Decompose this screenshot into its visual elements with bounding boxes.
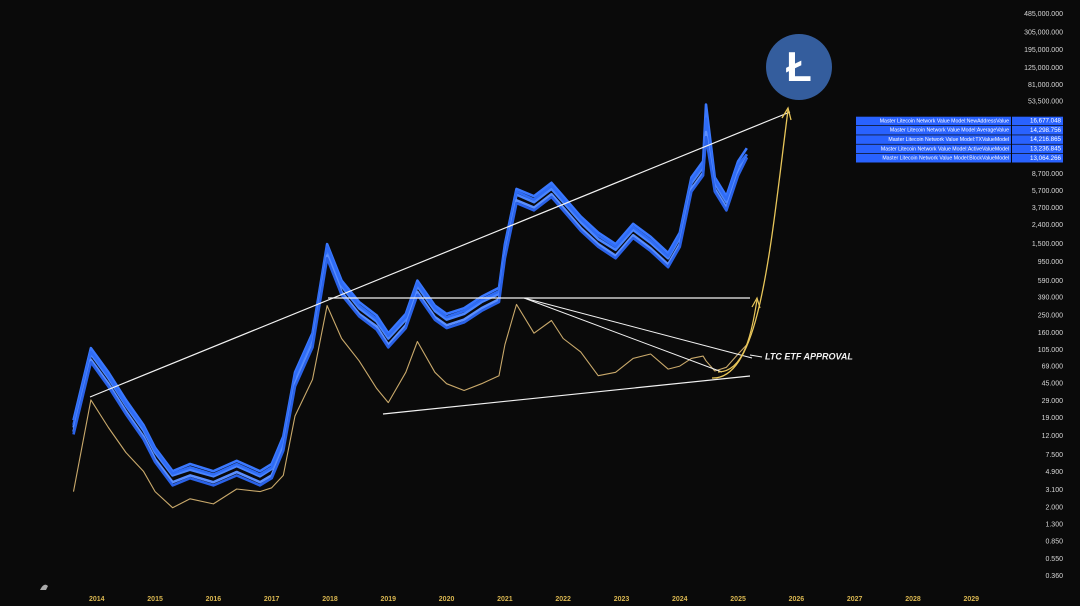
pointer — [749, 354, 763, 358]
legend-box — [856, 153, 1011, 163]
y-tick-label: 105.000 — [1038, 347, 1063, 354]
legend-value: 16,677.048 — [1030, 118, 1062, 125]
legend-box — [856, 144, 1011, 154]
logo: Ł — [786, 43, 812, 90]
x-tick-label: 2019 — [380, 596, 396, 603]
trend-line — [523, 297, 723, 373]
model-line — [72, 117, 748, 476]
x-tick-label: 2017 — [264, 596, 280, 603]
x-tick-label: 2015 — [147, 596, 163, 603]
legend-box — [856, 135, 1011, 144]
x-tick-label: 2018 — [322, 596, 338, 603]
y-tick-label: 53,500.000 — [1028, 99, 1063, 106]
y-tick-label: 19.000 — [1042, 415, 1064, 422]
price-line — [72, 303, 748, 509]
legend: Master Litecoin Network Value Model:NewA… — [856, 116, 1063, 163]
legend-value-box — [1012, 144, 1063, 154]
legend-value: 14,216.865 — [1030, 136, 1062, 143]
model-line — [72, 135, 748, 487]
legend-label: Master Litecoin Network Value Model:Acti… — [881, 146, 1009, 152]
arrow-head — [781, 106, 792, 121]
legend-label: Master Litecoin Network Value Model:NewA… — [880, 118, 1009, 124]
drawings — [89, 106, 792, 415]
y-tick-label: 485,000.000 — [1024, 11, 1063, 18]
y-tick-label: 195,000.000 — [1024, 47, 1063, 54]
model-line — [72, 130, 748, 484]
y-tick-label: 250.000 — [1038, 312, 1063, 319]
support-line — [382, 375, 751, 415]
legend-box — [856, 116, 1011, 126]
y-tick-label: 950.000 — [1038, 259, 1063, 266]
platform-icon — [40, 584, 48, 590]
y-tick-label: 4.900 — [1045, 469, 1063, 476]
x-tick-label: 2029 — [963, 596, 979, 603]
axes: 485,000.000 305,000.000 195,000.000 125,000… — [89, 11, 1063, 603]
y-tick-label: 45.000 — [1042, 381, 1064, 388]
trend-line — [523, 297, 753, 359]
y-tick-label: 0.550 — [1045, 556, 1063, 563]
y-tick-label: 29.000 — [1042, 398, 1064, 405]
y-tick-label: 125,000.000 — [1024, 65, 1063, 72]
legend-value: 13,064.266 — [1030, 155, 1062, 162]
y-tick-label: 1,500.000 — [1032, 241, 1063, 248]
arrow-curve — [717, 299, 758, 373]
x-tick-label: 2027 — [847, 596, 863, 603]
y-tick-label: 7.500 — [1045, 452, 1063, 459]
legend-label: Master Litecoin Network Value Model:Aver… — [890, 128, 1009, 134]
legend-value-box — [1012, 116, 1063, 126]
y-tick-label: 0.360 — [1045, 573, 1063, 580]
y-tick-label: 3.100 — [1045, 487, 1063, 494]
y-tick-label: 160.000 — [1038, 330, 1063, 337]
legend-value-box — [1012, 135, 1063, 144]
y-tick-label: 8,700.000 — [1032, 171, 1063, 178]
y-tick-label: 12.000 — [1042, 433, 1064, 440]
x-tick-label: 2020 — [439, 596, 455, 603]
y-tick-label: 3,700.000 — [1032, 205, 1063, 212]
annotation: LTC ETF APPROVAL — [765, 351, 853, 361]
legend-value-box — [1012, 153, 1063, 163]
y-tick-label: 69.000 — [1042, 364, 1064, 371]
x-tick-label: 2028 — [905, 596, 921, 603]
x-tick-label: 2024 — [672, 596, 688, 603]
x-tick-label: 2022 — [555, 596, 571, 603]
legend-box — [856, 126, 1011, 135]
x-tick-label: 2026 — [789, 596, 805, 603]
legend-value: 14,298.756 — [1030, 127, 1062, 134]
y-tick-label: 2,400.000 — [1032, 222, 1063, 229]
x-tick-label: 2014 — [89, 596, 105, 603]
x-tick-label: 2023 — [614, 596, 630, 603]
trend-line — [89, 111, 791, 398]
arrow-head — [751, 296, 761, 309]
y-tick-label: 1.300 — [1045, 522, 1063, 529]
y-tick-label: 305,000.000 — [1024, 29, 1063, 36]
legend-label: Master Litecoin Network Value Model:TXVa… — [888, 137, 1009, 143]
legend-label: Master Litecoin Network Value Model:Bloc… — [882, 156, 1009, 162]
x-tick-label: 2021 — [497, 596, 513, 603]
x-tick-label: 2025 — [730, 596, 746, 603]
legend-value: 13,236.845 — [1030, 146, 1062, 153]
model-line — [72, 103, 748, 473]
y-tick-label: 390.000 — [1038, 295, 1063, 302]
y-tick-label: 81,000.000 — [1028, 82, 1063, 89]
y-tick-label: 5,700.000 — [1032, 188, 1063, 195]
y-tick-label: 590.000 — [1038, 278, 1063, 285]
y-tick-label: 2.000 — [1045, 505, 1063, 512]
x-tick-label: 2016 — [206, 596, 222, 603]
legend-value-box — [1012, 126, 1063, 135]
arrow-curve — [711, 109, 789, 379]
y-tick-label: 0.850 — [1045, 539, 1063, 546]
plot-area — [72, 103, 748, 509]
logo-circle — [766, 34, 832, 100]
